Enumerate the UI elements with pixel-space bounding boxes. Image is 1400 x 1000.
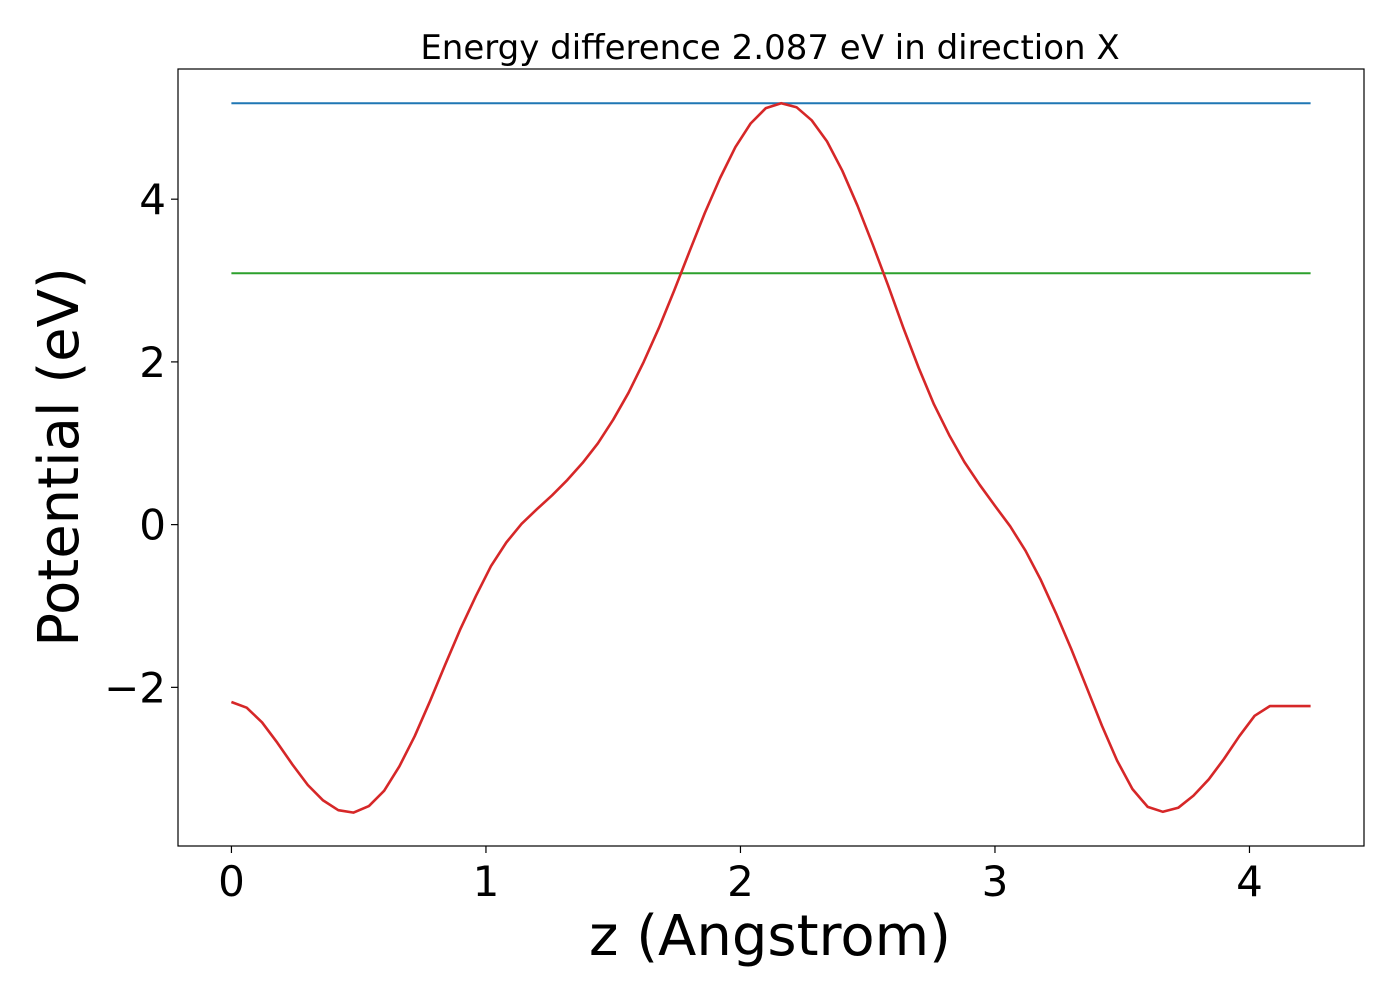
x-tick-label: 3 [982,857,1009,906]
y-axis: −2 0 2 4 [104,175,178,712]
series-line-3 [230,101,1311,814]
plot-area [230,101,1311,814]
y-tick-label: 2 [139,338,166,387]
y-tick-label: 4 [139,175,166,224]
x-axis: 0 1 2 3 4 [218,846,1263,906]
axes-frame [177,68,1365,847]
chart-title: Energy difference 2.087 eV in direction … [420,28,1119,68]
x-tick-label: 4 [1236,857,1263,906]
x-tick-label: 1 [473,857,500,906]
x-axis-label: z (Angstrom) [589,904,951,969]
x-tick-label: 2 [727,857,754,906]
y-axis-label: Potential (eV) [27,267,92,647]
y-tick-label: −2 [104,663,166,712]
y-tick-label: 0 [139,501,166,550]
x-tick-label: 0 [218,857,245,906]
